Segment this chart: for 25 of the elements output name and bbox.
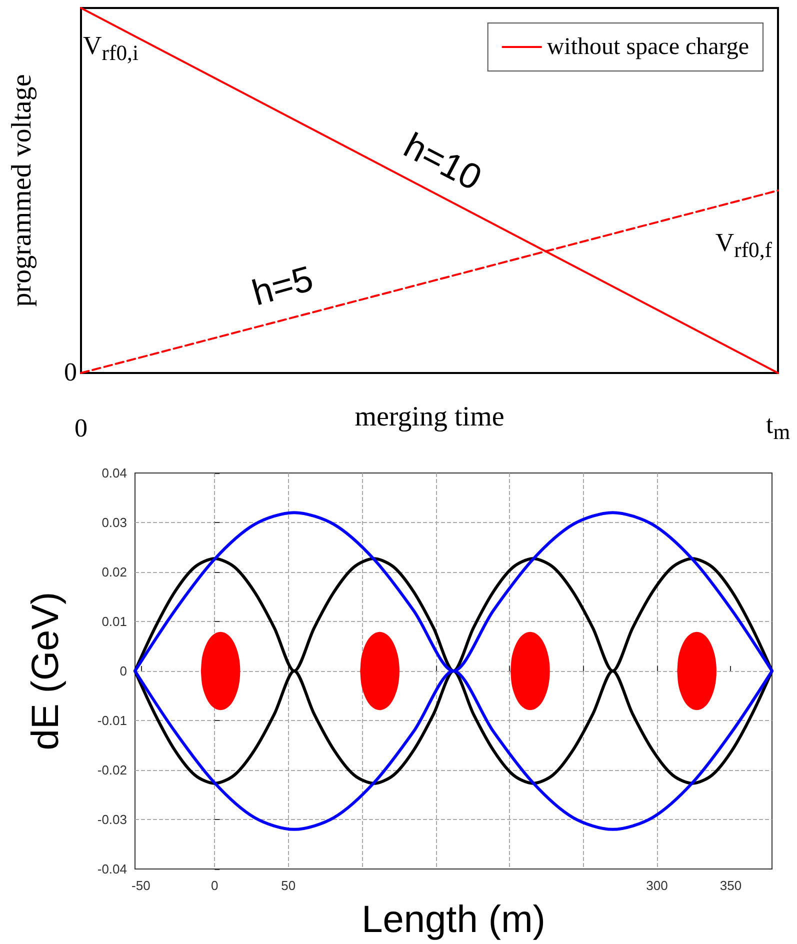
y-tick-label: -0.03 (97, 812, 127, 827)
x-tick-label: t$_{m}$ (766, 410, 790, 446)
x-tick-label: 50 (281, 878, 296, 893)
y-tick-label: -0.02 (97, 762, 127, 778)
y-tick-label: -0.01 (97, 713, 127, 728)
x-axis-title: merging time (354, 402, 504, 432)
x-tick-label: -50 (132, 878, 150, 893)
annotation: V$_{rf0,f}$ (715, 228, 772, 263)
annotation: 0 (64, 358, 77, 388)
y-axis-title: dE (GeV) (25, 592, 67, 750)
y-tick-label: 0.02 (102, 564, 127, 580)
y-axis-title: programmed voltage (6, 74, 38, 307)
legend-label: without space charge (546, 34, 750, 60)
annotation: h=5 (248, 257, 318, 314)
annotation: h=10 (398, 124, 488, 198)
y-tick-label: -0.04 (97, 862, 127, 876)
y-tick-label: 0 (120, 664, 127, 678)
y-tick-label: 0.01 (102, 614, 127, 629)
y-tick-label: 0.04 (102, 466, 127, 480)
x-tick-label: 350 (720, 878, 742, 893)
x-axis-title: Length (m) (362, 899, 546, 941)
x-tick-label: 0 (211, 878, 218, 893)
y-tick-label: 0.03 (102, 515, 127, 530)
x-tick-label: 300 (646, 878, 668, 893)
annotation: V$_{rf0,i}$ (83, 31, 138, 66)
